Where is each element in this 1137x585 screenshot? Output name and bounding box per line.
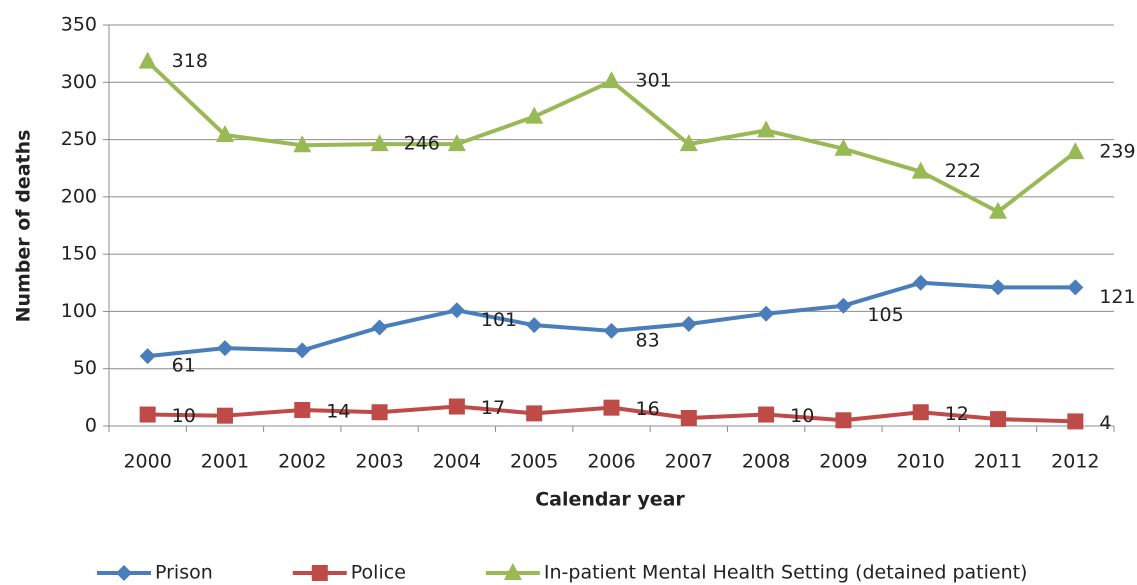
marker xyxy=(294,401,311,418)
data-label: 222 xyxy=(945,160,981,182)
data-label: 101 xyxy=(481,309,517,331)
y-tick-label: 200 xyxy=(61,185,97,207)
marker xyxy=(371,404,388,421)
marker xyxy=(912,404,929,421)
y-axis-label: Number of deaths xyxy=(13,130,35,323)
data-label: 318 xyxy=(172,50,208,72)
data-label: 239 xyxy=(1099,141,1135,163)
marker xyxy=(680,316,697,333)
marker xyxy=(311,565,328,581)
data-label: 105 xyxy=(867,304,903,326)
data-label: 16 xyxy=(636,398,660,420)
marker xyxy=(835,412,852,429)
y-tick-label: 250 xyxy=(61,128,97,150)
marker xyxy=(758,305,775,322)
marker xyxy=(216,340,233,357)
y-tick-label: 350 xyxy=(61,14,97,36)
marker xyxy=(912,274,929,291)
y-tick-label: 100 xyxy=(61,300,97,322)
x-tick-label: 2000 xyxy=(123,451,171,473)
x-tick-label: 2010 xyxy=(897,451,945,473)
data-label: 61 xyxy=(172,355,196,377)
marker xyxy=(757,120,776,138)
data-label: 10 xyxy=(790,405,814,427)
x-tick-label: 2011 xyxy=(974,451,1022,473)
marker xyxy=(139,348,156,365)
data-label: 17 xyxy=(481,397,505,419)
marker xyxy=(448,398,465,415)
x-tick-label: 2004 xyxy=(433,451,481,473)
marker xyxy=(371,319,388,336)
marker xyxy=(526,405,543,422)
x-axis-label: Calendar year xyxy=(535,489,685,511)
marker xyxy=(680,409,697,426)
marker xyxy=(990,411,1007,428)
marker xyxy=(116,565,132,581)
y-tick-label: 150 xyxy=(61,243,97,265)
x-tick-label: 2006 xyxy=(587,451,635,473)
marker xyxy=(503,563,522,580)
x-tick-label: 2008 xyxy=(742,451,790,473)
marker xyxy=(1066,142,1085,160)
marker xyxy=(835,297,852,314)
marker xyxy=(603,322,620,339)
data-label: 12 xyxy=(945,403,969,425)
marker xyxy=(447,134,466,152)
marker xyxy=(989,201,1008,219)
marker xyxy=(138,51,157,69)
marker xyxy=(294,342,311,359)
marker xyxy=(1067,413,1084,430)
marker xyxy=(603,399,620,416)
data-label: 83 xyxy=(636,329,660,351)
marker xyxy=(525,106,544,124)
marker xyxy=(293,135,312,153)
marker xyxy=(448,302,465,319)
marker xyxy=(526,317,543,334)
legend-label: Police xyxy=(351,562,406,584)
y-tick-label: 300 xyxy=(61,71,97,93)
marker xyxy=(834,138,853,156)
x-tick-label: 2002 xyxy=(278,451,326,473)
data-label: 246 xyxy=(404,133,440,155)
marker xyxy=(911,161,930,179)
marker xyxy=(215,124,234,142)
data-label: 301 xyxy=(636,70,672,92)
legend-label: Prison xyxy=(155,562,213,584)
y-tick-label: 0 xyxy=(85,415,97,437)
x-tick-label: 2001 xyxy=(201,451,249,473)
x-tick-label: 2005 xyxy=(510,451,558,473)
data-label: 10 xyxy=(172,405,196,427)
x-tick-label: 2007 xyxy=(665,451,713,473)
marker xyxy=(602,71,621,89)
x-tick-label: 2012 xyxy=(1051,451,1099,473)
marker xyxy=(370,134,389,152)
legend-label: In-patient Mental Health Setting (detain… xyxy=(544,562,1028,584)
data-label: 14 xyxy=(326,400,350,422)
marker xyxy=(990,279,1007,296)
marker xyxy=(679,134,698,152)
data-label: 4 xyxy=(1099,412,1111,434)
marker xyxy=(758,406,775,423)
x-tick-label: 2009 xyxy=(819,451,867,473)
marker xyxy=(1067,279,1084,296)
series-line xyxy=(147,280,1076,359)
marker xyxy=(139,406,156,423)
y-tick-label: 50 xyxy=(73,357,97,379)
data-label: 121 xyxy=(1099,286,1135,308)
marker xyxy=(216,407,233,424)
x-tick-label: 2003 xyxy=(355,451,403,473)
